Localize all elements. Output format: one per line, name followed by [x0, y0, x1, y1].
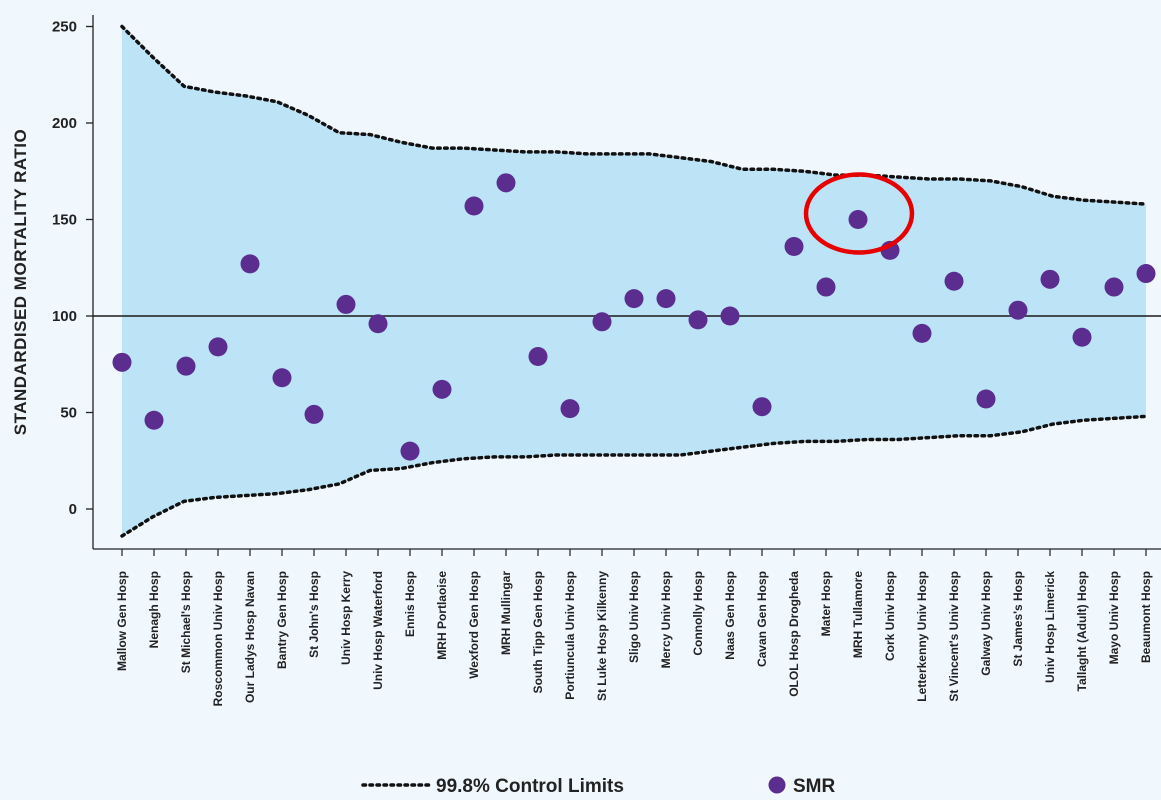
legend: 99.8% Control Limits SMR	[361, 776, 836, 797]
x-tick-label: Bantry Gen Hosp	[275, 571, 289, 669]
smr-point	[1040, 269, 1060, 289]
upper-control-limit	[120, 24, 1148, 206]
smr-point	[400, 441, 420, 461]
smr-point	[496, 173, 516, 193]
smr-point	[976, 389, 996, 409]
smr-point	[176, 356, 196, 376]
smr-point	[720, 306, 740, 326]
smr-point	[624, 289, 644, 309]
x-tick-label: Mercy Univ Hosp	[659, 571, 673, 668]
x-tick-label: MRH Tullamore	[851, 571, 865, 658]
x-tick-label: Mallow Gen Hosp	[115, 571, 129, 671]
smr-point	[272, 368, 292, 388]
smr-point	[1008, 300, 1028, 320]
legend-smr-label: SMR	[793, 776, 836, 795]
highlight-ellipse	[803, 172, 915, 255]
x-tick-label: Beaumont Hosp	[1139, 571, 1153, 663]
smr-point	[368, 314, 388, 334]
smr-point	[816, 277, 836, 297]
x-tick-label: Cavan Gen Hosp	[755, 571, 769, 667]
x-tick-label: St James's Hosp	[1011, 571, 1025, 667]
smr-point	[848, 210, 868, 229]
y-tick-label: 200	[52, 115, 77, 132]
y-tick-label: 50	[60, 405, 77, 422]
x-tick-label: Tallaght (Adult) Hosp	[1075, 571, 1089, 691]
control-limit-band	[122, 26, 1146, 536]
smr-point	[784, 237, 804, 257]
lower-control-limit	[120, 414, 1148, 538]
x-tick-label: MRH Mullingar	[499, 571, 513, 655]
x-tick-label: Wexford Gen Hosp	[467, 571, 481, 679]
x-tick-label: Naas Gen Hosp	[723, 571, 737, 660]
smr-point	[1072, 327, 1092, 347]
legend-control-limits-label: 99.8% Control Limits	[436, 776, 624, 795]
smr-point	[528, 347, 548, 367]
smr-point	[656, 289, 676, 309]
x-tick-label: St Michael's Hosp	[179, 571, 193, 673]
x-tick-label: Cork Univ Hosp	[883, 571, 897, 661]
smr-point	[112, 352, 132, 372]
smr-point	[688, 310, 708, 330]
x-tick-label: Mater Hosp	[819, 571, 833, 636]
smr-point	[144, 410, 164, 430]
x-tick-label: Our Ladys Hosp Navan	[243, 571, 257, 703]
x-tick-label: Nenagh Hosp	[147, 571, 161, 648]
x-tick-label: South Tipp Gen Hosp	[531, 571, 545, 693]
x-tick-label: Univ Hosp Kerry	[339, 571, 353, 665]
x-tick-label: St John's Hosp	[307, 571, 321, 658]
legend-smr-swatch	[768, 776, 786, 794]
x-tick-label: Sligo Univ Hosp	[627, 571, 641, 663]
x-tick-label: Univ Hosp Waterford	[371, 571, 385, 690]
smr-point	[560, 399, 580, 419]
x-tick-label: Ennis Hosp	[403, 571, 417, 637]
y-tick-label: 0	[69, 501, 77, 518]
smr-point	[752, 397, 772, 417]
smr-point	[464, 196, 484, 216]
smr-point	[432, 379, 452, 399]
smr-point	[208, 337, 228, 357]
x-tick-label: Mayo Univ Hosp	[1107, 571, 1121, 664]
smr-point	[1136, 264, 1156, 284]
x-tick-label: Galway Univ Hosp	[979, 571, 993, 676]
y-tick-label: 150	[52, 212, 77, 229]
y-tick-label: 100	[52, 308, 77, 325]
x-tick-label: Univ Hosp Limerick	[1043, 571, 1057, 683]
smr-point	[944, 271, 964, 291]
x-tick-label: OLOL Hosp Drogheda	[787, 571, 801, 697]
smr-point	[304, 404, 324, 424]
smr-point	[240, 254, 260, 274]
smr-point	[912, 323, 932, 343]
x-tick-label: Connolly Hosp	[691, 571, 705, 656]
smr-point	[1104, 277, 1124, 297]
x-tick-label: St Vincent's Univ Hosp	[947, 571, 961, 702]
y-axis-label: STANDARDISED MORTALITY RATIO	[11, 129, 30, 435]
x-tick-label: St Luke Hosp Kilkenny	[595, 571, 609, 701]
smr-point	[336, 294, 356, 314]
y-tick-label: 250	[52, 19, 77, 36]
x-tick-label: MRH Portlaoise	[435, 571, 449, 660]
x-tick-label: Letterkenny Univ Hosp	[915, 571, 929, 702]
smr-point	[592, 312, 612, 332]
x-tick-label: Roscommon Univ Hosp	[211, 571, 225, 706]
x-tick-label: Portiuncula Univ Hosp	[563, 571, 577, 700]
